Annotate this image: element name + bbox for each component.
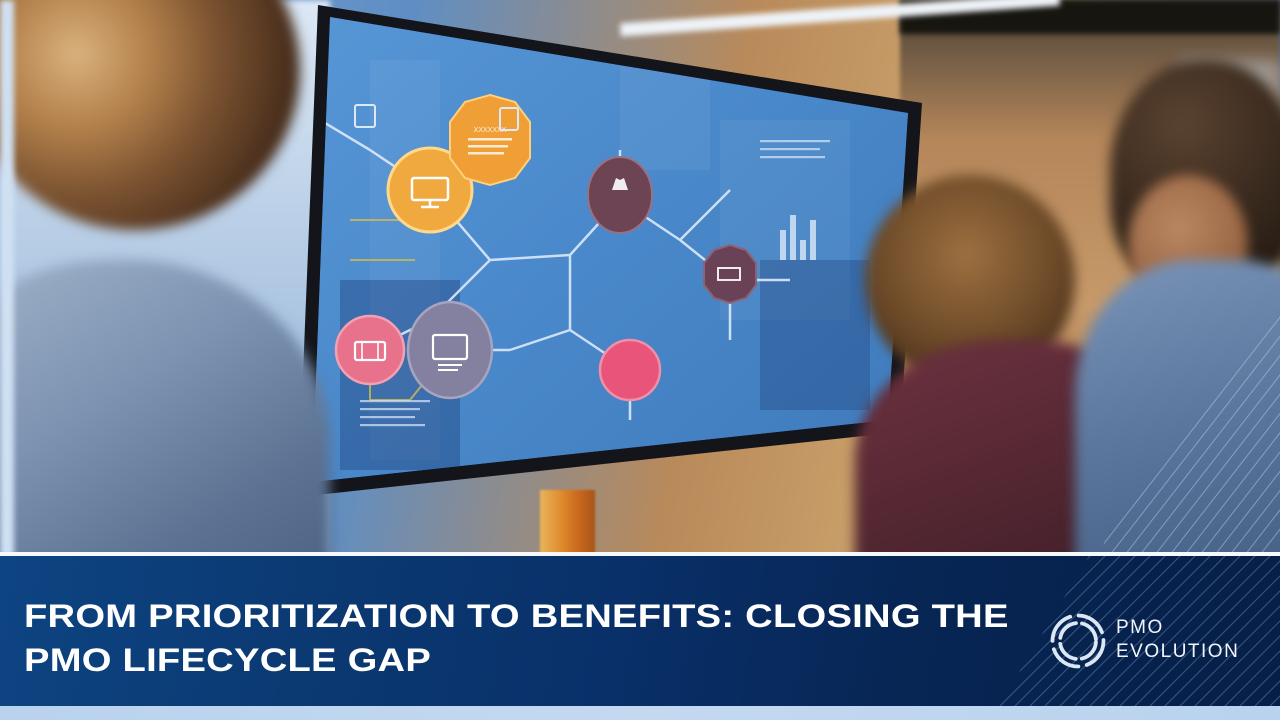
svg-text:EVOLUTION: EVOLUTION [1116, 641, 1239, 662]
svg-text:PMO: PMO [1116, 617, 1164, 638]
